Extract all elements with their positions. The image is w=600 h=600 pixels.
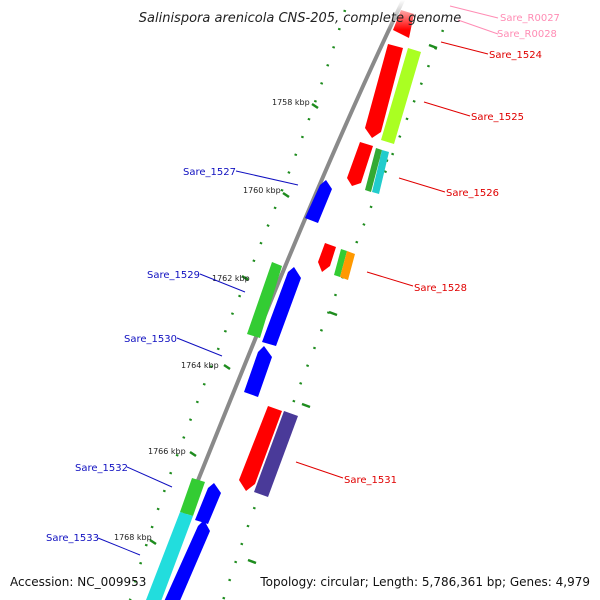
leader-line	[449, 5, 499, 19]
gene-Sare_1526-red[interactable]	[347, 142, 373, 186]
tick-label: 1768 kbp	[114, 533, 152, 542]
leader-line	[457, 19, 499, 35]
gene-Sare_1530[interactable]	[244, 346, 272, 397]
gene-Sare_1531-red[interactable]	[239, 406, 282, 491]
leader-line	[398, 177, 446, 193]
gene-Sare_1533-blue[interactable]	[162, 520, 210, 600]
gene-Sare_1532-blue[interactable]	[195, 483, 221, 524]
major-tick	[328, 310, 338, 317]
gene-label-Sare_1531[interactable]: Sare_1531	[344, 475, 397, 486]
gene-label-Sare_R0028[interactable]: Sare_R0028	[497, 29, 557, 40]
gene-label-Sare_1529[interactable]: Sare_1529	[147, 270, 200, 281]
leader-line	[440, 41, 489, 55]
tick-label: 1760 kbp	[243, 186, 281, 195]
gene-label-Sare_1526[interactable]: Sare_1526	[446, 188, 499, 199]
inner-tick-ring	[128, 9, 347, 600]
gene-Sare_1528-green[interactable]	[334, 249, 347, 277]
gene-label-Sare_1533[interactable]: Sare_1533	[46, 533, 99, 544]
tick-label: 1758 kbp	[272, 98, 310, 107]
leader-line	[199, 273, 246, 293]
gene-Sare_1529-green[interactable]	[247, 262, 282, 338]
leader-line	[176, 337, 223, 357]
leader-line	[97, 537, 141, 556]
gene-Sare_1528-red[interactable]	[318, 243, 336, 272]
leader-line	[366, 271, 414, 287]
major-tick	[241, 274, 249, 282]
gene-Sare_1528-orange[interactable]	[340, 251, 355, 280]
gene-label-Sare_1530[interactable]: Sare_1530	[124, 334, 177, 345]
gene-Sare_1529-blue[interactable]	[262, 267, 301, 346]
gene-label-Sare_1525[interactable]: Sare_1525	[471, 112, 524, 123]
tick-label: 1764 kbp	[181, 361, 219, 370]
leader-line	[423, 101, 471, 117]
major-tick	[282, 191, 290, 199]
major-tick	[247, 558, 257, 565]
gene-label-Sare_1528[interactable]: Sare_1528	[414, 283, 467, 294]
outer-tick-ring	[221, 29, 445, 600]
gene-Sare_1532-green[interactable]	[180, 478, 205, 516]
major-tick	[223, 363, 231, 371]
gene-Sare_1531-purple[interactable]	[254, 411, 298, 497]
major-tick	[301, 402, 311, 409]
gene-Sare_1526-green[interactable]	[365, 148, 382, 192]
gene-label-Sare_1527[interactable]: Sare_1527	[183, 167, 236, 178]
leader-line	[295, 461, 344, 479]
gene-label-Sare_1524[interactable]: Sare_1524	[489, 50, 542, 61]
gene-Sare_1533-cyan[interactable]	[146, 512, 193, 600]
gene-Sare_1527[interactable]	[305, 180, 332, 223]
gene-label-Sare_1532[interactable]: Sare_1532	[75, 463, 128, 474]
major-tick	[428, 43, 438, 50]
leader-line	[235, 170, 299, 186]
major-tick	[311, 102, 319, 110]
page-title: Salinispora arenicola CNS-205, complete …	[139, 11, 461, 26]
major-tick	[189, 450, 197, 458]
tick-label: 1762 kbp	[212, 274, 250, 283]
leader-line	[126, 466, 173, 488]
major-tick	[149, 538, 157, 546]
tick-label: 1766 kbp	[148, 447, 186, 456]
accession-text: Accession: NC_009953	[10, 575, 146, 589]
gene-Sare_1526-cyan[interactable]	[372, 150, 389, 194]
genome-summary-text: Topology: circular; Length: 5,786,361 bp…	[259, 575, 590, 589]
gene-label-Sare_R0027[interactable]: Sare_R0027	[500, 13, 560, 24]
gene-Sare_1525-lime[interactable]	[381, 48, 421, 144]
gene-Sare_1525-red[interactable]	[365, 44, 403, 138]
